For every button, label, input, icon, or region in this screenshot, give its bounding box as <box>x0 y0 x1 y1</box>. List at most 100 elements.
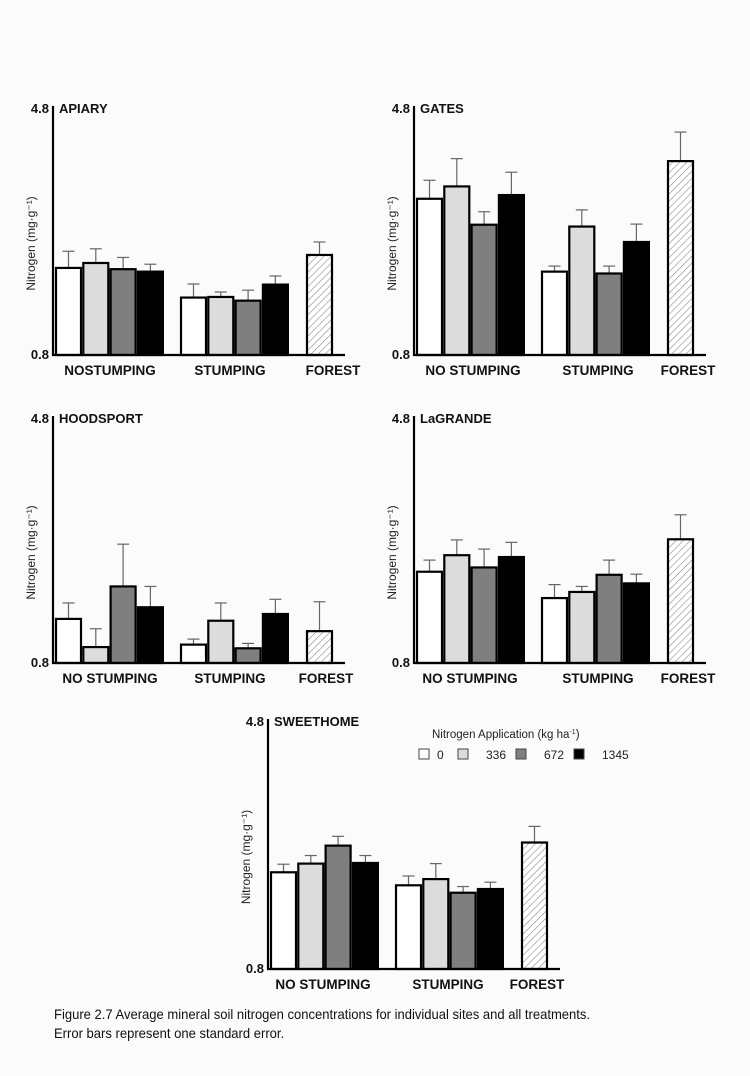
y-tick-label-min: 0.8 <box>392 347 410 362</box>
bar-1345 <box>497 193 525 357</box>
bar-336 <box>568 590 596 665</box>
panel-title: APIARY <box>59 101 108 116</box>
bar-1345 <box>351 861 379 971</box>
legend-swatch-0 <box>418 748 430 760</box>
bar-672 <box>324 844 352 971</box>
bar-0 <box>54 617 83 665</box>
x-category-label: FOREST <box>306 363 362 378</box>
y-axis-label: Nitrogen (mg·g⁻¹) <box>24 196 38 290</box>
y-tick-label-min: 0.8 <box>31 655 49 670</box>
bar-672 <box>234 299 262 357</box>
bar-672 <box>449 891 477 971</box>
legend-swatch-672 <box>515 748 527 760</box>
bar-672 <box>470 566 498 665</box>
y-tick-label-max: 4.8 <box>392 101 410 116</box>
y-tick-label-max: 4.8 <box>246 714 264 729</box>
bar-336 <box>207 295 235 357</box>
bar-0 <box>540 596 569 665</box>
x-category-label: STUMPING <box>412 977 483 992</box>
bar-1345 <box>136 270 164 357</box>
bar-0 <box>269 871 298 971</box>
x-category-label: NO STUMPING <box>422 671 517 686</box>
bar-forest <box>305 253 334 357</box>
panel-title: SWEETHOME <box>274 714 360 729</box>
bar-336 <box>443 554 471 665</box>
legend-swatch-336 <box>457 748 469 760</box>
panel-title: LaGRANDE <box>420 411 492 426</box>
bar-0 <box>54 266 83 357</box>
bar-0 <box>415 197 444 357</box>
bar-336 <box>297 862 325 971</box>
y-axis-label: Nitrogen (mg·g⁻¹) <box>24 505 38 599</box>
y-tick-label-max: 4.8 <box>392 411 410 426</box>
bar-672 <box>109 585 137 665</box>
bar-0 <box>179 643 208 665</box>
panels: 4.8 0.8 APIARY Nitrogen (mg·g⁻¹) NOSTUMPING S… <box>24 101 716 992</box>
y-tick-label-max: 4.8 <box>31 101 49 116</box>
x-category-label: STUMPING <box>562 363 633 378</box>
bar-336 <box>422 877 450 971</box>
bar-1345 <box>622 582 651 665</box>
bar-672 <box>470 223 498 357</box>
bar-672 <box>595 573 623 665</box>
bar-0 <box>540 270 569 357</box>
bar-0 <box>179 296 208 357</box>
y-tick-label-min: 0.8 <box>31 347 49 362</box>
y-axis-label: Nitrogen (mg·g⁻¹) <box>385 196 399 290</box>
bar-1345 <box>261 283 289 357</box>
bar-336 <box>82 645 110 665</box>
x-category-label: STUMPING <box>194 671 265 686</box>
x-category-label: FOREST <box>299 671 355 686</box>
bar-0 <box>415 570 444 665</box>
panel-hoodsport: 4.8 0.8 HOODSPORT Nitrogen (mg·g⁻¹) NO STUMP… <box>24 411 354 686</box>
legend-label-672: 672 <box>544 748 564 762</box>
legend-swatch-1345 <box>573 748 585 760</box>
y-tick-label-min: 0.8 <box>392 655 410 670</box>
bar-1345 <box>261 612 289 665</box>
bar-672 <box>109 268 137 357</box>
x-category-label: NO STUMPING <box>425 363 520 378</box>
bar-672 <box>234 647 262 665</box>
y-axis-label: Nitrogen (mg·g⁻¹) <box>385 505 399 599</box>
legend-label-1345: 1345 <box>602 748 629 762</box>
bar-1345 <box>497 555 525 665</box>
bar-0 <box>394 884 423 971</box>
x-category-label: STUMPING <box>194 363 265 378</box>
y-tick-label-max: 4.8 <box>31 411 49 426</box>
panel-apiary: 4.8 0.8 APIARY Nitrogen (mg·g⁻¹) NOSTUMPING S… <box>24 101 361 378</box>
bar-forest <box>666 538 695 665</box>
bar-336 <box>207 619 235 665</box>
x-category-label: STUMPING <box>562 671 633 686</box>
legend-label-0: 0 <box>437 748 444 762</box>
x-category-label: FOREST <box>661 671 717 686</box>
bar-1345 <box>136 606 164 665</box>
caption-line-2: Error bars represent one standard error. <box>54 1025 285 1041</box>
panel-sweethome: 4.8 0.8 SWEETHOME Nitrogen (mg·g⁻¹) NO STUMP… <box>239 714 565 992</box>
legend-label-336: 336 <box>486 748 506 762</box>
legend: Nitrogen Application (kg ha-1) 0 336 672 13… <box>418 729 629 762</box>
legend-title: Nitrogen Application (kg ha-1) <box>432 729 580 741</box>
figure-caption: Figure 2.7 Average mineral soil nitrogen… <box>54 1005 668 1043</box>
x-category-label: NO STUMPING <box>62 671 157 686</box>
bar-336 <box>568 225 596 357</box>
caption-line-1: Figure 2.7 Average mineral soil nitrogen… <box>54 1006 591 1022</box>
bar-forest <box>305 630 334 665</box>
bar-336 <box>443 185 471 357</box>
panel-gates: 4.8 0.8 GATES Nitrogen (mg·g⁻¹) NO STUMPING S… <box>385 101 716 378</box>
x-category-label: FOREST <box>661 363 717 378</box>
y-tick-label-min: 0.8 <box>246 961 264 976</box>
x-category-label: FOREST <box>510 977 566 992</box>
bar-1345 <box>476 887 504 971</box>
x-category-label: NOSTUMPING <box>64 363 156 378</box>
bar-336 <box>82 261 110 357</box>
legend-entries: 0 336 672 1345 <box>418 748 629 762</box>
bar-672 <box>595 272 623 357</box>
panel-title: GATES <box>420 101 464 116</box>
bar-forest <box>520 841 549 971</box>
y-axis-label: Nitrogen (mg·g⁻¹) <box>239 810 253 904</box>
bar-forest <box>666 160 695 357</box>
panel-lagrande: 4.8 0.8 LaGRANDE Nitrogen (mg·g⁻¹) NO STUMPI… <box>385 411 716 686</box>
x-category-label: NO STUMPING <box>275 977 370 992</box>
bar-1345 <box>622 240 651 357</box>
